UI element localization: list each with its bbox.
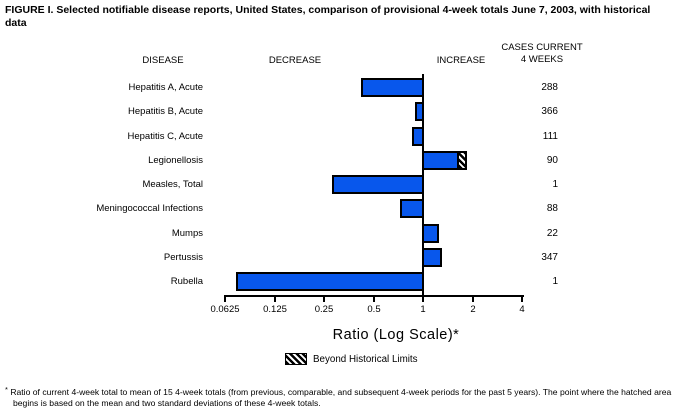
x-axis-tick-label: 4 xyxy=(519,304,525,315)
x-axis-tick-label: 0.0625 xyxy=(210,304,240,315)
column-header-cases-current-4-weeks: CASES CURRENT 4 WEEKS xyxy=(490,42,594,66)
column-header-cases-line1: CASES CURRENT xyxy=(501,42,583,53)
cases-current-4-weeks-value: 288 xyxy=(541,82,558,93)
disease-label: Legionellosis xyxy=(148,155,203,166)
disease-label: Hepatitis B, Acute xyxy=(128,106,203,117)
disease-label: Hepatitis A, Acute xyxy=(128,82,203,93)
x-axis-tick xyxy=(373,295,375,302)
footnote-line1-text: Ratio of current 4-week total to mean of… xyxy=(10,387,672,397)
x-axis-tick-label: 2 xyxy=(470,304,476,315)
x-axis-tick xyxy=(422,295,424,302)
cases-current-4-weeks-value: 111 xyxy=(542,131,558,142)
cases-current-4-weeks-value: 1 xyxy=(552,179,558,190)
cases-current-4-weeks-value: 90 xyxy=(546,155,558,166)
beyond-historical-limits-hatch xyxy=(457,151,467,170)
cases-current-4-weeks-value: 1 xyxy=(552,276,558,287)
ratio-bar xyxy=(361,78,424,97)
x-axis-tick xyxy=(472,295,474,302)
disease-label: Measles, Total xyxy=(142,179,203,190)
disease-label: Pertussis xyxy=(163,252,203,263)
ratio-bar xyxy=(415,102,424,121)
x-axis-tick-label: 0.5 xyxy=(367,304,381,315)
column-header-increase: INCREASE xyxy=(436,55,486,66)
x-axis-tick xyxy=(224,295,226,302)
x-axis-tick xyxy=(274,295,276,302)
ratio-bar xyxy=(236,272,424,291)
disease-label: Meningococcal Infections xyxy=(96,203,203,214)
hatched-swatch-icon xyxy=(285,353,307,365)
x-axis-tick-label: 0.125 xyxy=(263,304,287,315)
footnote: * Ratio of current 4-week total to mean … xyxy=(5,385,683,408)
x-axis-tick-label: 1 xyxy=(420,304,426,315)
column-header-decrease: DECREASE xyxy=(268,55,322,66)
x-axis-tick xyxy=(521,295,523,302)
cases-current-4-weeks-value: 88 xyxy=(546,203,558,214)
column-header-disease: DISEASE xyxy=(142,55,184,66)
x-axis-title: Ratio (Log Scale)* xyxy=(332,327,460,343)
ratio-bar xyxy=(422,224,439,243)
disease-label: Rubella xyxy=(170,276,203,287)
cases-current-4-weeks-value: 347 xyxy=(541,252,558,263)
legend-label: Beyond Historical Limits xyxy=(313,354,418,365)
cases-current-4-weeks-value: 22 xyxy=(546,228,558,239)
ratio-bar xyxy=(400,199,424,218)
ratio-bar xyxy=(412,127,424,146)
x-axis-tick xyxy=(323,295,325,302)
figure-title: FIGURE I. Selected notifiable disease re… xyxy=(5,4,651,30)
ratio-bar xyxy=(422,248,442,267)
column-header-cases-line2: 4 WEEKS xyxy=(520,53,564,65)
footnote-asterisk: * xyxy=(5,385,8,394)
cases-current-4-weeks-value: 366 xyxy=(541,106,558,117)
footnote-line2: begins is based on the mean and two stan… xyxy=(13,397,321,408)
disease-label: Mumps xyxy=(171,228,203,239)
disease-label: Hepatitis C, Acute xyxy=(127,131,203,142)
footnote-line1: * Ratio of current 4-week total to mean … xyxy=(5,385,683,398)
x-axis-tick-label: 0.25 xyxy=(314,304,334,315)
ratio-bar xyxy=(332,175,424,194)
